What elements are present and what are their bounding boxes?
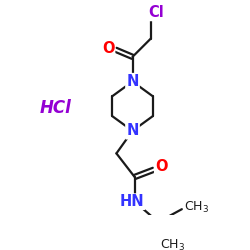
Text: Cl: Cl: [148, 5, 164, 20]
Text: O: O: [155, 159, 167, 174]
Text: O: O: [102, 41, 115, 56]
Text: N: N: [126, 74, 139, 89]
Text: N: N: [126, 123, 139, 138]
Text: HCl: HCl: [39, 99, 71, 117]
Text: HN: HN: [120, 194, 144, 209]
Text: CH$_3$: CH$_3$: [160, 238, 186, 250]
Text: CH$_3$: CH$_3$: [184, 200, 209, 215]
